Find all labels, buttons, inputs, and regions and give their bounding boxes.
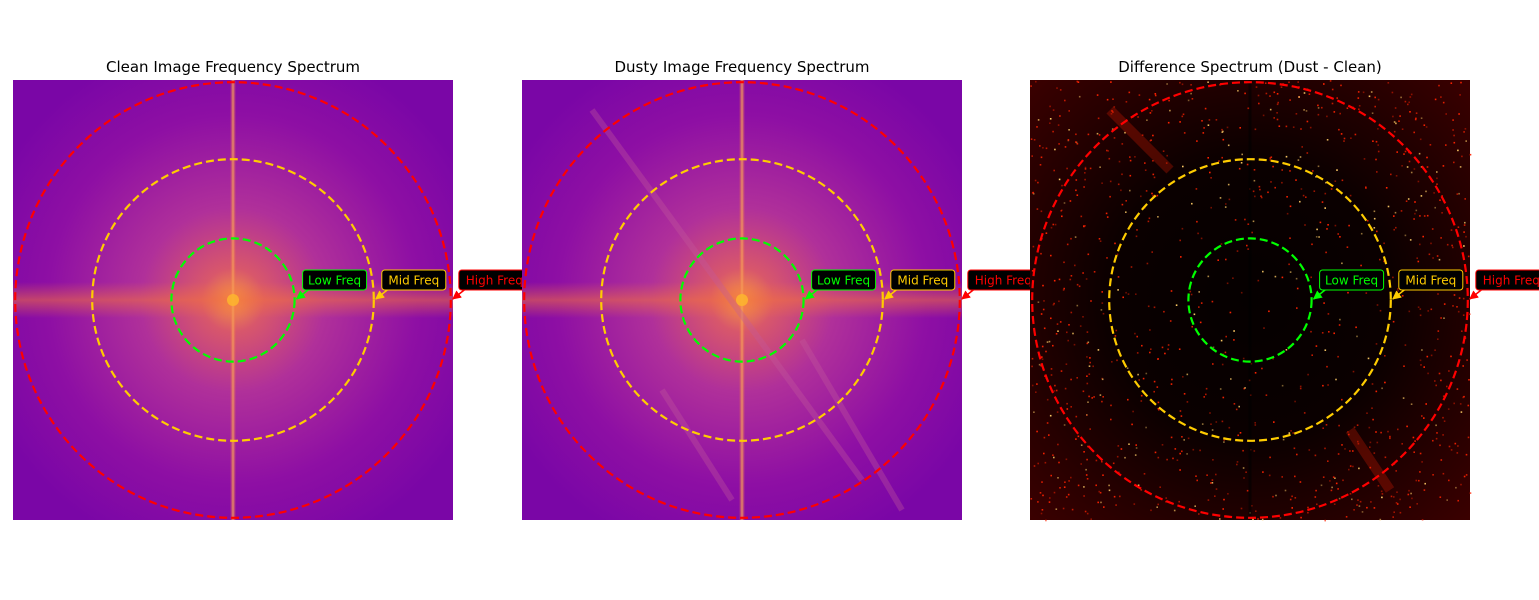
- spectrum-image: [522, 80, 962, 520]
- panel-clean-spectrum: Clean Image Frequency Spectrum Low Freq M…: [13, 58, 531, 520]
- ring-mid-freq: [91, 158, 375, 442]
- annotation-label: High Freq: [975, 274, 1032, 288]
- panel-title: Dusty Image Frequency Spectrum: [614, 58, 869, 76]
- annotation-label: Low Freq: [1325, 274, 1378, 288]
- annotation-box: [811, 269, 877, 291]
- annotation-label: High Freq: [1483, 274, 1539, 288]
- panel-title: Difference Spectrum (Dust - Clean): [1118, 58, 1382, 76]
- ring-mid-freq: [600, 158, 884, 442]
- ring-high-freq: [1031, 81, 1469, 519]
- ring-low-freq: [170, 237, 296, 363]
- panel-title: Clean Image Frequency Spectrum: [106, 58, 360, 76]
- ring-low-freq: [679, 237, 805, 363]
- ring-high-freq: [14, 81, 452, 519]
- annotation-box: [302, 269, 368, 291]
- ring-high-freq: [523, 81, 961, 519]
- annotation-label: High Freq: [466, 274, 523, 288]
- annotation-box: [1398, 269, 1464, 291]
- panel-difference-spectrum: Difference Spectrum (Dust - Clean) Low F…: [1030, 58, 1539, 522]
- annotation-label: Low Freq: [308, 274, 361, 288]
- panel-dusty-spectrum: Dusty Image Frequency Spectrum Low Freq M…: [522, 58, 1040, 520]
- spectrum-image: [1030, 80, 1472, 522]
- spectrum-image: [13, 80, 453, 520]
- annotation-box: [381, 269, 447, 291]
- ring-mid-freq: [1108, 158, 1392, 442]
- ring-low-freq: [1187, 237, 1313, 363]
- annotation-box: [1319, 269, 1385, 291]
- annotation-label: Mid Freq: [1405, 274, 1456, 288]
- annotation-label: Low Freq: [817, 274, 870, 288]
- annotation-box: [1475, 269, 1539, 291]
- annotation-box: [890, 269, 956, 291]
- annotation-label: Mid Freq: [897, 274, 948, 288]
- annotation-label: Mid Freq: [388, 274, 439, 288]
